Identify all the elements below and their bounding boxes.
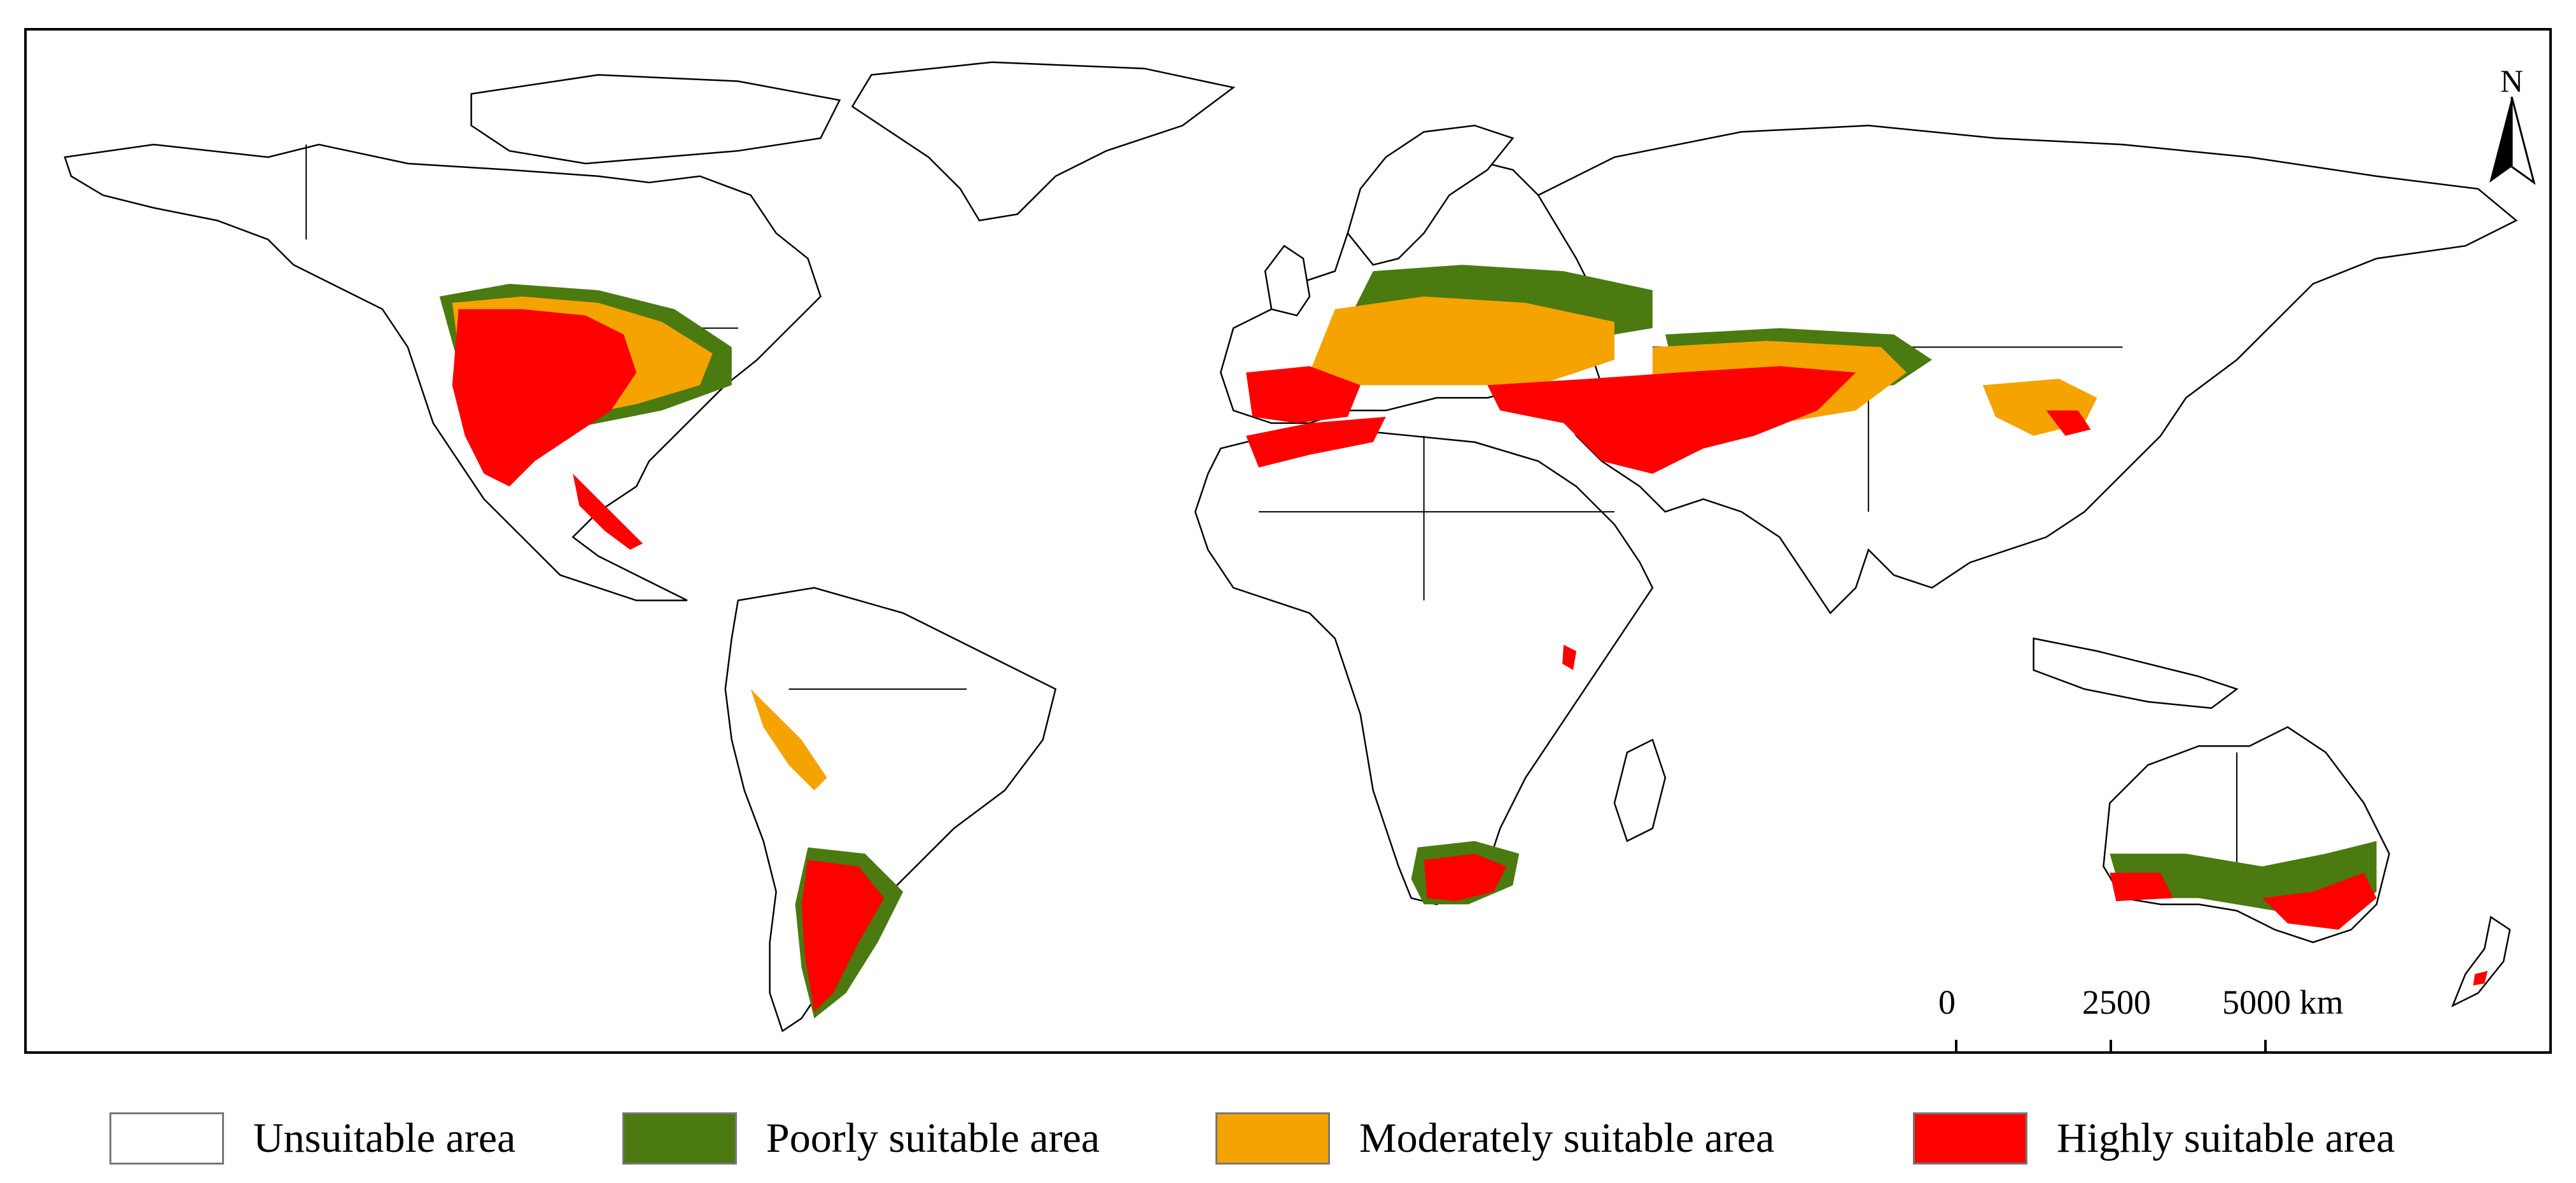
scale-tick-label: 5000 km [2222,983,2344,1021]
land-south-america [724,587,1057,1033]
suitability-moderate-europe [1309,296,1614,386]
legend-swatch-poorly-suitable [622,1112,737,1165]
land-scandinavia [1347,124,1515,266]
legend: Unsuitable area Poorly suitable area Mod… [0,1095,2576,1177]
legend-label: Unsuitable area [253,1115,516,1161]
legend-label: Highly suitable area [2057,1115,2395,1161]
suitability-high-new-zealand [2473,970,2488,986]
suitability-high-australia-southeast [2262,872,2377,930]
scale-tick-label: 2500 [2082,983,2151,1021]
suitability-high-north-america [452,309,637,487]
legend-swatch-unsuitable [109,1112,224,1165]
legend-swatch-moderately-suitable [1215,1112,1330,1165]
map-frame: N 0 2500 5000 km [24,28,2552,1054]
land-asia [1537,125,2518,615]
land-british-isles [1264,244,1311,317]
suitability-high-australia-southwest [2110,872,2174,902]
land-madagascar [1613,738,1667,843]
legend-item-poorly-suitable: Poorly suitable area [622,1112,1100,1165]
land-greenland [851,61,1236,221]
suitability-high-china [2046,410,2091,436]
legend-item-moderately-suitable: Moderately suitable area [1215,1112,1774,1165]
scale-tick-label: 0 [1938,983,1956,1021]
suitability-high-east-africa [1562,645,1577,670]
suitability-overlays [439,265,2488,1019]
legend-label: Poorly suitable area [766,1115,1100,1161]
legend-item-highly-suitable: Highly suitable area [1913,1112,2395,1165]
north-arrow: N [2483,65,2540,186]
land-indonesia [2033,637,2239,709]
land-arctic-islands [470,74,841,165]
world-map [64,61,2518,1033]
north-arrow-icon [2489,97,2536,185]
land-north-america [64,143,822,601]
legend-swatch-highly-suitable [1913,1112,2027,1165]
suitability-high-mexico [573,473,643,550]
suitability-moderate-andes [750,689,827,791]
suitability-high-patagonia [801,860,885,1012]
scale-bar: 0 2500 5000 km [1923,983,2344,1051]
legend-label: Moderately suitable area [1359,1115,1775,1161]
scale-bar-line [1955,1040,2267,1051]
legend-item-unsuitable: Unsuitable area [109,1112,515,1165]
suitability-high-iberia [1246,366,1361,423]
suitability-high-south-africa [1424,853,1507,902]
land-new-zealand [2451,915,2511,1007]
suitability-high-north-africa [1246,416,1386,468]
suitability-high-turkey-iran [1487,366,1856,474]
north-label: N [2500,63,2524,99]
